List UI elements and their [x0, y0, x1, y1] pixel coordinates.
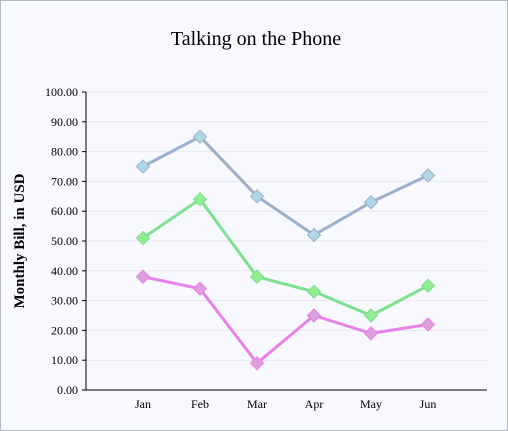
data-point-marker — [135, 230, 151, 246]
y-axis-label: Monthly Bill, in USD — [12, 173, 28, 308]
y-tick-label: 10.00 — [51, 353, 78, 367]
data-point-marker — [192, 129, 208, 144]
data-point-marker — [363, 195, 379, 210]
data-point-marker — [249, 189, 265, 204]
y-tick-label: 60.00 — [51, 204, 78, 218]
data-point-marker — [192, 192, 208, 207]
axes — [82, 91, 487, 391]
tick-labels: 0.00 10.00 20.00 30.00 40.00 50.00 60.00 70.00 8… — [45, 85, 436, 411]
series-line — [142, 197, 429, 317]
data-point-marker — [135, 159, 151, 174]
data-point-marker — [420, 317, 436, 332]
y-tick-label: 40.00 — [51, 264, 78, 278]
series-2 — [135, 192, 436, 323]
x-tick-label: Apr — [305, 397, 324, 411]
y-tick-label: 90.00 — [51, 115, 78, 129]
x-tick-label: May — [360, 397, 382, 411]
data-point-marker — [363, 308, 379, 323]
x-tick-label: Jan — [135, 397, 151, 411]
data-point-marker — [306, 227, 322, 243]
data-point-marker — [249, 269, 265, 284]
series-1 — [135, 129, 436, 243]
y-tick-label: 30.00 — [51, 294, 78, 308]
data-point-marker — [420, 278, 436, 293]
data-point-marker — [363, 326, 379, 341]
series-3 — [135, 269, 436, 371]
y-tick-label: 20.00 — [51, 323, 78, 337]
series-lines — [135, 129, 436, 371]
chart-title: Talking on the Phone — [171, 28, 341, 50]
data-point-marker — [306, 284, 322, 299]
y-tick-label: 100.00 — [45, 85, 78, 99]
x-tick-label: Mar — [247, 397, 267, 411]
y-tick-label: 0.00 — [57, 383, 78, 397]
data-point-marker — [192, 281, 208, 296]
series-line — [142, 275, 429, 365]
data-point-marker — [306, 308, 322, 323]
data-point-marker — [249, 355, 265, 371]
y-tick-label: 80.00 — [51, 145, 78, 159]
series-line — [142, 135, 429, 237]
data-point-marker — [420, 168, 436, 183]
data-point-marker — [135, 269, 151, 284]
y-tick-label: 50.00 — [51, 234, 78, 248]
y-tick-label: 70.00 — [51, 174, 78, 188]
grid-lines — [86, 91, 487, 361]
x-tick-label: Feb — [191, 397, 209, 411]
x-tick-label: Jun — [420, 397, 437, 411]
